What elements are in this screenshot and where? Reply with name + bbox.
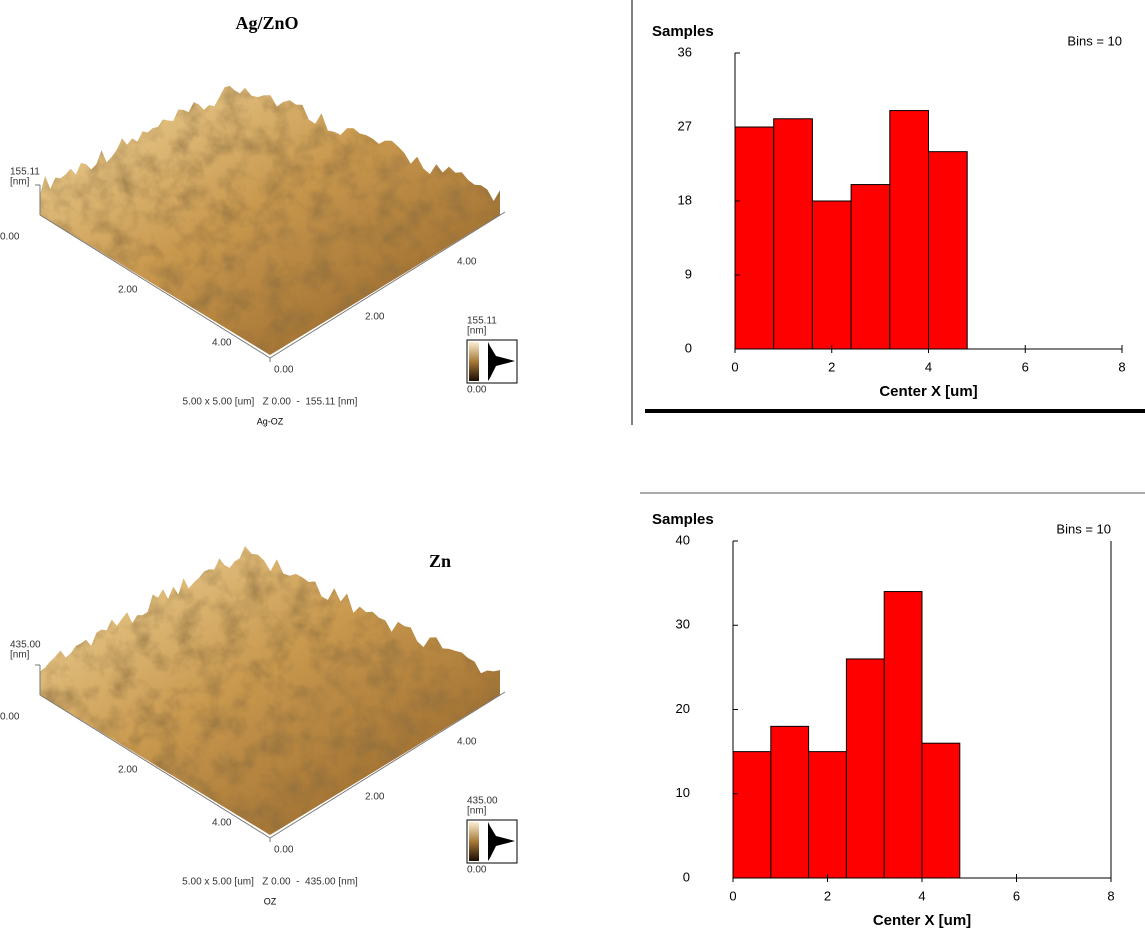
axis-label: 2.00	[118, 765, 138, 776]
afm-surface	[40, 86, 500, 355]
histogram-bar	[809, 752, 847, 878]
z-unit-label: [nm]	[10, 650, 30, 661]
histogram-bar	[890, 111, 929, 349]
y-axis-title: Samples	[652, 23, 714, 40]
histogram-bar	[774, 119, 813, 349]
z-unit-label: [nm]	[10, 177, 30, 188]
axis-label: 4.00	[457, 737, 477, 748]
x-tick-label: 6	[1013, 888, 1020, 903]
colorbar-unit: [nm]	[467, 806, 487, 817]
histogram-bar	[812, 201, 851, 349]
annotation: Bins = 10	[1056, 521, 1111, 536]
histogram-bar	[922, 743, 960, 878]
y-tick-label: 20	[676, 701, 690, 716]
x-axis-title: Center X [um]	[873, 912, 971, 929]
panel-title: Ag/ZnO	[235, 13, 298, 33]
sample-name: OZ	[264, 896, 277, 906]
scan-info: 5.00 x 5.00 [um] Z 0.00 - 435.00 [nm]	[182, 877, 358, 888]
y-axis-title: Samples	[652, 511, 714, 528]
axis-label: 4.00	[457, 257, 477, 268]
axis-label: 0.00	[274, 365, 294, 376]
afm-surface	[40, 546, 500, 835]
y-tick-label: 40	[676, 532, 690, 547]
x-axis-title: Center X [um]	[879, 383, 977, 400]
histogram-bar	[733, 752, 771, 878]
axis-label: 4.00	[212, 338, 232, 349]
histogram-bar	[735, 127, 774, 349]
scan-info: 5.00 x 5.00 [um] Z 0.00 - 155.11 [nm]	[183, 397, 358, 408]
colorbar	[469, 342, 479, 381]
x-tick-label: 4	[925, 359, 932, 374]
colorbar-unit: [nm]	[467, 326, 487, 337]
y-tick-label: 27	[678, 118, 692, 133]
x-tick-label: 4	[918, 888, 925, 903]
x-tick-label: 2	[824, 888, 831, 903]
sample-name: Ag-OZ	[257, 416, 284, 426]
axis-label: 4.00	[212, 818, 232, 829]
x-tick-label: 2	[828, 359, 835, 374]
colorbar	[469, 822, 479, 861]
y-tick-label: 9	[685, 266, 692, 281]
z-bottom-label: 0.00	[0, 712, 20, 723]
y-tick-label: 10	[676, 785, 690, 800]
x-tick-label: 8	[1118, 359, 1125, 374]
axis-label: 2.00	[365, 792, 385, 803]
y-tick-label: 36	[678, 44, 692, 59]
y-tick-label: 0	[685, 340, 692, 355]
histogram-bar	[884, 592, 922, 878]
y-tick-label: 30	[676, 617, 690, 632]
axis-label: 2.00	[365, 312, 385, 323]
x-tick-label: 8	[1107, 888, 1114, 903]
x-tick-label: 0	[729, 888, 736, 903]
z-bottom-label: 0.00	[0, 232, 20, 243]
y-tick-label: 0	[683, 869, 690, 884]
histogram-bar	[851, 185, 890, 349]
axis-label: 0.00	[274, 845, 294, 856]
colorbar-min: 0.00	[467, 385, 487, 396]
panel-title: Zn	[429, 551, 451, 571]
x-tick-label: 6	[1022, 359, 1029, 374]
y-tick-label: 18	[678, 192, 692, 207]
colorbar-min: 0.00	[467, 865, 487, 876]
axis-label: 2.00	[118, 285, 138, 296]
histogram-bar	[771, 726, 809, 878]
histogram-bar	[929, 152, 968, 349]
annotation: Bins = 10	[1067, 33, 1122, 48]
x-tick-label: 0	[731, 359, 738, 374]
figure: Ag/ZnO155.11[nm]0.002.004.000.002.004.00…	[0, 0, 1145, 950]
histogram-bar	[846, 659, 884, 878]
